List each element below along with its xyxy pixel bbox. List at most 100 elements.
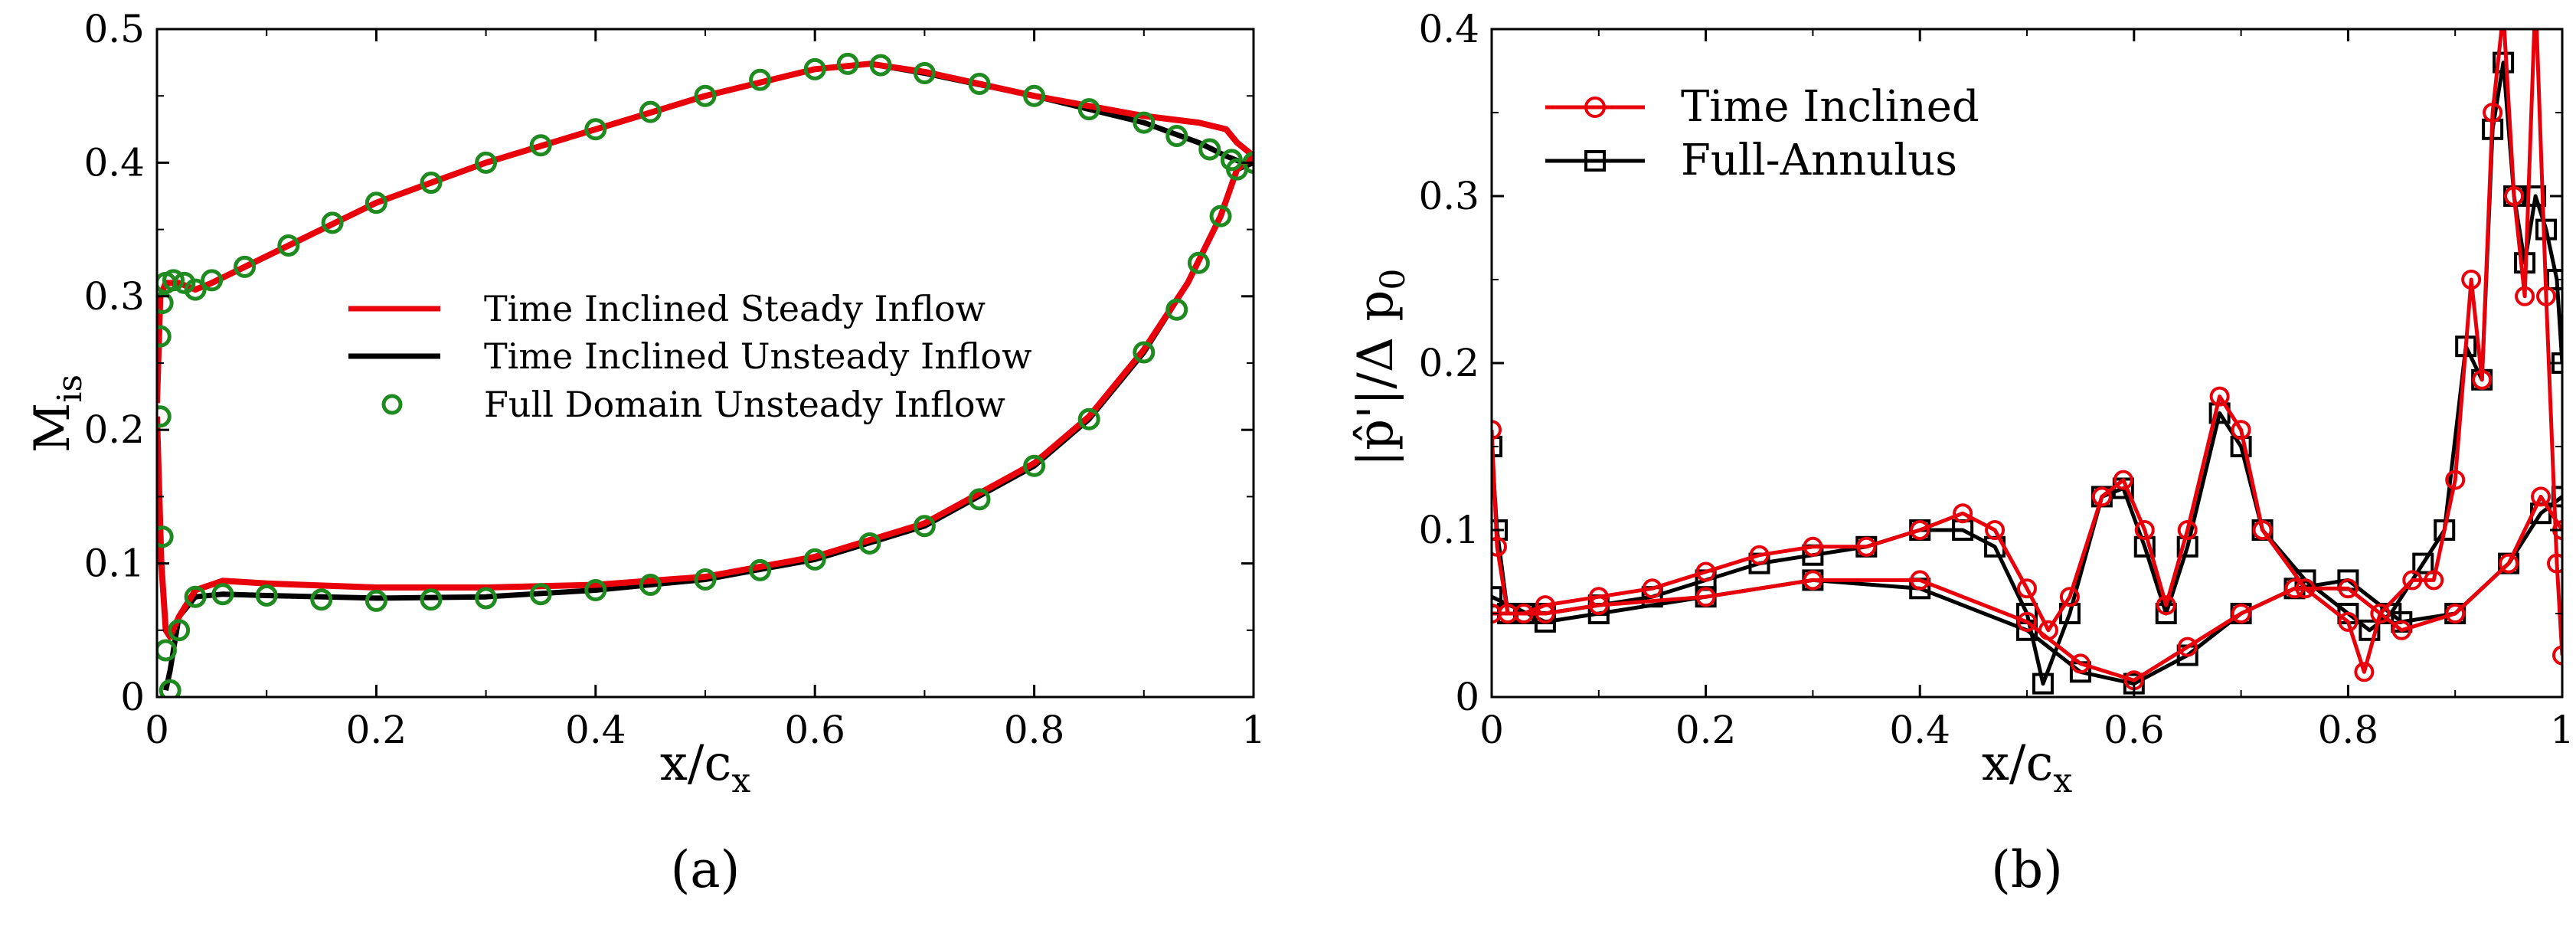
marker-time-inclined — [2499, 553, 2519, 574]
marker-full-domain-suction-side — [1023, 84, 1046, 107]
panel-b-ticks: 0 0.2 0.4 0.6 0.8 1 0 0.1 0.2 0.3 0.4 — [1418, 7, 2574, 752]
marker-time-inclined — [2156, 595, 2176, 616]
marker-time-inclined — [2070, 653, 2091, 674]
series-time-inclined-steady-inflow-pressure-side — [157, 153, 1254, 640]
marker-full-domain-suction-side — [157, 292, 174, 315]
marker-full-domain-pressure-side — [749, 558, 772, 581]
panel-b-series — [1492, 29, 2562, 695]
marker-time-inclined — [2472, 369, 2493, 390]
panel-b-label: (b) — [1991, 840, 2063, 899]
marker-time-inclined — [2531, 486, 2551, 507]
marker-full-annulus — [1492, 436, 1502, 457]
panel-a-ytick-label: 0.3 — [83, 274, 145, 319]
legend-a-label-full: Full Domain Unsteady Inflow — [484, 384, 1005, 425]
panel-b-ytick-label: 0 — [1455, 675, 1479, 719]
panel-a-xtick-label: 0 — [145, 708, 169, 752]
marker-full-annulus — [2546, 269, 2562, 290]
panel-a-xtick-label: 0.4 — [565, 708, 626, 752]
legend-a-label-unsteady: Time Inclined Unsteady Inflow — [484, 335, 1032, 377]
marker-time-inclined — [1856, 536, 1877, 557]
marker-time-inclined — [2547, 553, 2562, 574]
marker-full-domain-pressure-side — [420, 588, 443, 611]
marker-time-inclined — [1749, 545, 1770, 565]
marker-time-inclined — [2091, 486, 2112, 507]
marker-time-inclined — [1642, 578, 1662, 599]
marker-full-domain-suction-side — [836, 52, 859, 75]
series-time-inclined-curve-0 — [1492, 29, 2562, 674]
marker-full-domain-suction-side — [475, 151, 498, 174]
marker-time-inclined — [2059, 587, 2080, 607]
legend-a-label-steady: Time Inclined Steady Inflow — [484, 288, 986, 329]
marker-time-inclined — [1492, 536, 1507, 557]
marker-time-inclined — [2461, 270, 2482, 290]
marker-time-inclined — [2354, 662, 2375, 682]
legend-b-marker-full — [1584, 150, 1606, 172]
marker-time-inclined — [1588, 595, 1609, 616]
marker-full-domain-pressure-side — [639, 574, 662, 597]
marker-time-inclined — [2445, 470, 2466, 490]
marker-full-annulus — [2525, 185, 2547, 207]
marker-time-inclined — [2552, 645, 2562, 666]
marker-full-domain-pressure-side — [168, 619, 191, 642]
marker-full-domain-pressure-side — [157, 639, 177, 662]
marker-time-inclined — [1492, 420, 1502, 440]
marker-full-annulus — [2359, 619, 2381, 641]
panel-b-xtick-label: 0.8 — [2318, 708, 2379, 752]
marker-time-inclined — [2424, 570, 2444, 591]
marker-full-domain-suction-side — [694, 84, 717, 107]
marker-time-inclined — [2338, 611, 2359, 632]
marker-full-domain-pressure-side — [1187, 251, 1210, 274]
legend-b-label-full: Full-Annulus — [1681, 136, 1957, 185]
panel-b-ytick-label: 0.4 — [1418, 7, 1479, 51]
marker-time-inclined — [2017, 578, 2037, 599]
panel-a-ytick-label: 0 — [120, 675, 145, 719]
marker-full-domain-pressure-side — [1209, 205, 1232, 227]
marker-time-inclined — [2402, 570, 2423, 591]
panel-a: 0 0.2 0.4 0.6 0.8 100.10.20.30.40.5 Mis x/cx … — [25, 7, 1266, 899]
legend-a-marker-full — [381, 394, 403, 415]
marker-full-domain-pressure-side — [694, 568, 717, 591]
marker-full-annulus — [2412, 552, 2434, 574]
marker-time-inclined — [2515, 286, 2535, 306]
panel-b: 0 0.2 0.4 0.6 0.8 1 0 0.1 0.2 0.3 0.4 |p̂'|/Δ p0 x… — [1348, 7, 2574, 899]
marker-full-domain-suction-side — [321, 211, 344, 234]
marker-full-domain-suction-side — [1077, 98, 1100, 121]
marker-full-domain-pressure-side — [803, 548, 826, 571]
marker-time-inclined — [1492, 604, 1502, 623]
panel-a-xtick-label: 0.2 — [346, 708, 407, 752]
marker-full-domain-suction-side — [234, 255, 257, 278]
marker-full-domain-pressure-side — [1023, 454, 1046, 477]
marker-full-domain-suction-side — [1165, 125, 1188, 148]
marker-full-domain-suction-side — [277, 234, 300, 257]
marker-time-inclined — [2504, 186, 2525, 206]
marker-full-domain-suction-side — [420, 172, 443, 195]
marker-full-domain-suction-side — [173, 271, 196, 294]
marker-time-inclined — [1803, 570, 1823, 591]
marker-time-inclined — [1695, 587, 1716, 607]
panel-a-legend: Time Inclined Steady Inflow Time Incline… — [348, 288, 1032, 425]
marker-time-inclined — [2177, 637, 2198, 657]
panel-b-ytick-label: 0.3 — [1418, 174, 1479, 218]
marker-full-domain-suction-side — [162, 269, 185, 292]
marker-full-domain-pressure-side — [913, 515, 936, 538]
panel-a-ylabel: Mis — [25, 375, 90, 453]
panel-b-xlabel: x/cx — [1982, 735, 2073, 800]
marker-time-inclined — [2209, 386, 2230, 407]
panel-a-ytick-label: 0.2 — [83, 407, 145, 452]
marker-full-annulus — [2493, 51, 2515, 74]
panel-b-xtick-label: 0.6 — [2104, 708, 2165, 752]
marker-time-inclined — [2284, 578, 2305, 599]
panel-a-plot — [157, 52, 1254, 697]
panel-b-xtick-label: 1 — [2550, 708, 2574, 752]
marker-full-domain-pressure-side — [529, 583, 552, 606]
marker-full-domain-pressure-side — [157, 525, 174, 548]
marker-full-domain-suction-side — [869, 54, 892, 77]
marker-time-inclined — [1535, 604, 1555, 623]
marker-time-inclined — [2338, 578, 2359, 599]
marker-full-domain-pressure-side — [255, 584, 278, 607]
panel-a-ytick-label: 0.5 — [83, 7, 145, 51]
marker-full-domain-pressure-side — [211, 583, 234, 606]
marker-full-domain-suction-side — [639, 100, 662, 123]
marker-full-domain-suction-side — [201, 269, 224, 292]
